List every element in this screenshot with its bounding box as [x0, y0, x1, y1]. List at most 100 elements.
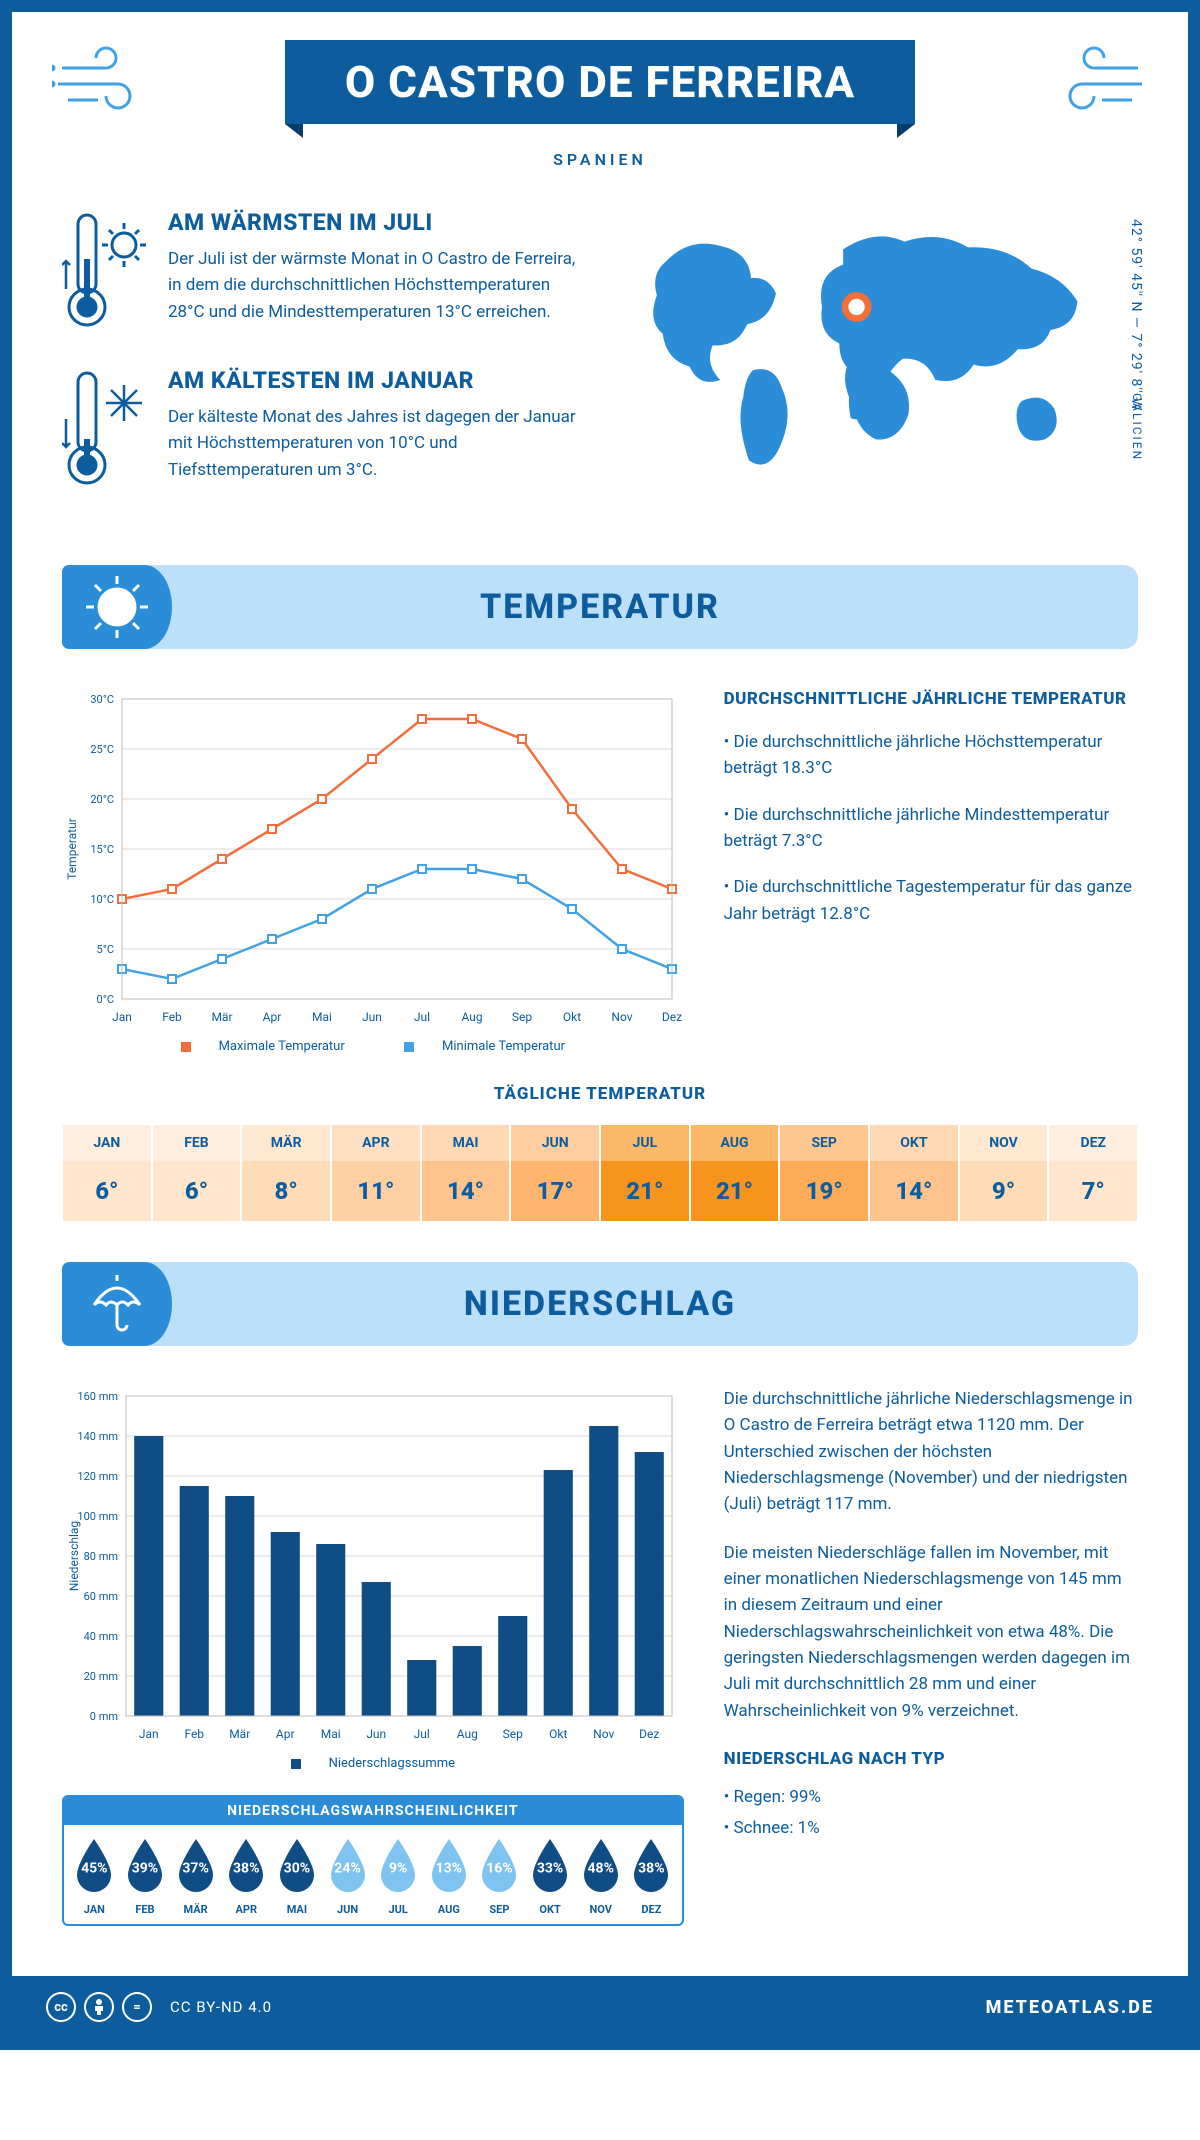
- svg-text:20°C: 20°C: [90, 793, 114, 806]
- svg-text:10°C: 10°C: [90, 893, 114, 906]
- temperature-chart: 0°C5°C10°C15°C20°C25°C30°CJanFebMärAprMa…: [62, 689, 684, 1054]
- month-cell: AUG21°: [691, 1125, 781, 1221]
- region-label: GALICIEN: [1130, 393, 1144, 461]
- precipitation-text: Die durchschnittliche jährliche Niedersc…: [724, 1386, 1138, 1926]
- month-cell: JUL21°: [601, 1125, 691, 1221]
- month-cell: SEP19°: [780, 1125, 870, 1221]
- svg-text:140 mm: 140 mm: [77, 1430, 118, 1443]
- section-title: TEMPERATUR: [62, 587, 1138, 627]
- prob-cell: 13% AUG: [424, 1837, 473, 1920]
- precipitation-probability: NIEDERSCHLAGSWAHRSCHEINLICHKEIT 45% JAN …: [62, 1795, 684, 1926]
- brand: METEOATLAS.DE: [986, 1997, 1154, 2018]
- daily-temp-title: TÄGLICHE TEMPERATUR: [62, 1084, 1138, 1104]
- fact-text: Der kälteste Monat des Jahres ist dagege…: [168, 404, 590, 483]
- month-cell: APR11°: [332, 1125, 422, 1221]
- svg-text:0°C: 0°C: [97, 993, 114, 1006]
- raindrop-icon: 33%: [527, 1837, 573, 1895]
- prob-cell: 24% JUN: [323, 1837, 372, 1920]
- temperature-block: 0°C5°C10°C15°C20°C25°C30°CJanFebMärAprMa…: [12, 649, 1188, 1074]
- svg-text:30°C: 30°C: [90, 693, 114, 706]
- prob-cell: 45% JAN: [70, 1837, 119, 1920]
- wind-icon: [52, 44, 152, 120]
- license-icons: cc = CC BY-ND 4.0: [46, 1992, 272, 2022]
- svg-text:80 mm: 80 mm: [84, 1550, 118, 1563]
- month-cell: JAN6°: [63, 1125, 153, 1221]
- svg-text:Jul: Jul: [414, 1727, 430, 1741]
- umbrella-icon: [62, 1262, 172, 1346]
- raindrop-icon: 9%: [375, 1837, 421, 1895]
- svg-text:15°C: 15°C: [90, 843, 114, 856]
- svg-text:Mai: Mai: [312, 1010, 332, 1024]
- coordinates: 42° 59' 45'' N — 7° 29' 8'' W: [1128, 219, 1144, 411]
- license-text: CC BY-ND 4.0: [170, 1998, 272, 2016]
- section-header-temperature: TEMPERATUR: [62, 565, 1138, 649]
- svg-text:Apr: Apr: [263, 1010, 282, 1024]
- raindrop-icon: 30%: [274, 1837, 320, 1895]
- prob-cell: 38% APR: [222, 1837, 271, 1920]
- raindrop-icon: 48%: [578, 1837, 624, 1895]
- svg-text:0 mm: 0 mm: [90, 1710, 118, 1723]
- prob-cell: 39% FEB: [121, 1837, 170, 1920]
- footer: cc = CC BY-ND 4.0 METEOATLAS.DE: [12, 1976, 1188, 2038]
- raindrop-icon: 38%: [223, 1837, 269, 1895]
- section-title: NIEDERSCHLAG: [62, 1284, 1138, 1324]
- raindrop-icon: 16%: [476, 1837, 522, 1895]
- precipitation-block: 0 mm 20 mm 40 mm 60 mm 80 mm 100 mm 120 mm 140 …: [12, 1346, 1188, 1936]
- svg-text:Dez: Dez: [662, 1010, 682, 1024]
- top-section: AM WÄRMSTEN IM JULI Der Juli ist der wär…: [12, 199, 1188, 565]
- fact-warmest: AM WÄRMSTEN IM JULI Der Juli ist der wär…: [62, 209, 590, 333]
- svg-text:40 mm: 40 mm: [84, 1630, 118, 1643]
- section-header-precipitation: NIEDERSCHLAG: [62, 1262, 1138, 1346]
- svg-text:160 mm: 160 mm: [77, 1390, 118, 1403]
- svg-text:Mär: Mär: [211, 1010, 232, 1024]
- raindrop-icon: 38%: [628, 1837, 674, 1895]
- raindrop-icon: 45%: [71, 1837, 117, 1895]
- svg-text:Mär: Mär: [229, 1727, 250, 1741]
- svg-text:Jun: Jun: [366, 1727, 386, 1741]
- svg-text:Jan: Jan: [112, 1010, 132, 1024]
- svg-text:100 mm: 100 mm: [77, 1510, 118, 1523]
- fact-title: AM KÄLTESTEN IM JANUAR: [168, 367, 590, 394]
- month-cell: OKT14°: [870, 1125, 960, 1221]
- svg-text:Apr: Apr: [276, 1727, 295, 1741]
- svg-text:Jul: Jul: [414, 1010, 430, 1024]
- svg-text:Sep: Sep: [503, 1727, 523, 1741]
- month-cell: NOV9°: [960, 1125, 1050, 1221]
- svg-text:Niederschlag: Niederschlag: [67, 1521, 81, 1591]
- month-cell: DEZ7°: [1049, 1125, 1137, 1221]
- svg-text:Okt: Okt: [563, 1010, 581, 1024]
- world-map: 42° 59' 45'' N — 7° 29' 8'' W GALICIEN: [630, 209, 1138, 525]
- cc-icon: cc: [46, 1992, 76, 2022]
- svg-text:25°C: 25°C: [90, 743, 114, 756]
- raindrop-icon: 39%: [122, 1837, 168, 1895]
- svg-text:Jan: Jan: [139, 1727, 159, 1741]
- prob-cell: 33% OKT: [526, 1837, 575, 1920]
- svg-text:Nov: Nov: [593, 1727, 614, 1741]
- prob-cell: 48% NOV: [576, 1837, 625, 1920]
- precipitation-chart: 0 mm 20 mm 40 mm 60 mm 80 mm 100 mm 120 mm 140 …: [62, 1386, 684, 1771]
- chart-legend: Maximale Temperatur Minimale Temperatur: [62, 1039, 684, 1054]
- temperature-annual-text: DURCHSCHNITTLICHE JÄHRLICHE TEMPERATUR •…: [724, 689, 1138, 1054]
- svg-text:Mai: Mai: [321, 1727, 341, 1741]
- svg-text:5°C: 5°C: [97, 943, 114, 956]
- svg-text:Dez: Dez: [639, 1727, 659, 1741]
- prob-cell: 9% JUL: [374, 1837, 423, 1920]
- thermometer-snow-icon: [62, 367, 146, 491]
- sun-icon: [62, 565, 172, 649]
- month-cell: JUN17°: [511, 1125, 601, 1221]
- fact-title: AM WÄRMSTEN IM JULI: [168, 209, 590, 236]
- nd-icon: =: [122, 1992, 152, 2022]
- daily-temperature: TÄGLICHE TEMPERATUR JAN6°FEB6°MÄR8°APR11…: [12, 1074, 1188, 1262]
- svg-text:120 mm: 120 mm: [77, 1470, 118, 1483]
- svg-text:Aug: Aug: [461, 1010, 482, 1024]
- prob-cell: 30% MAI: [273, 1837, 322, 1920]
- month-cell: MÄR8°: [242, 1125, 332, 1221]
- svg-text:60 mm: 60 mm: [84, 1590, 118, 1603]
- prob-cell: 38% DEZ: [627, 1837, 676, 1920]
- svg-text:Sep: Sep: [512, 1010, 532, 1024]
- svg-text:Jun: Jun: [362, 1010, 382, 1024]
- svg-text:Aug: Aug: [457, 1727, 478, 1741]
- fact-coldest: AM KÄLTESTEN IM JANUAR Der kälteste Mona…: [62, 367, 590, 491]
- svg-text:20 mm: 20 mm: [84, 1670, 118, 1683]
- prob-cell: 16% SEP: [475, 1837, 524, 1920]
